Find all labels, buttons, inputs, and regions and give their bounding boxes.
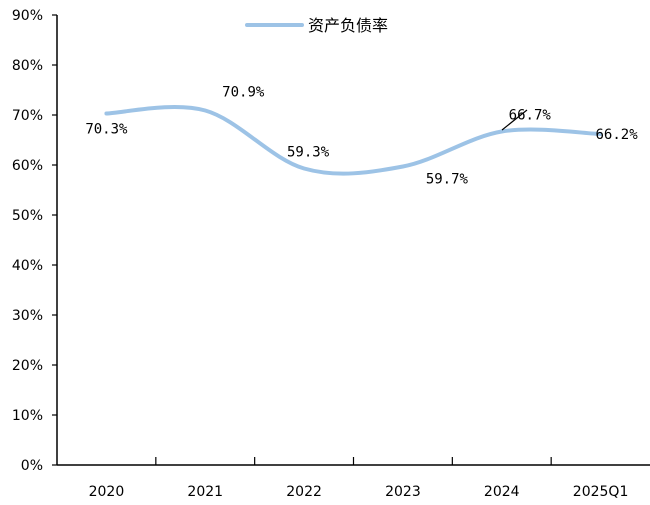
y-tick-label: 20% bbox=[12, 358, 43, 374]
y-tick-label: 40% bbox=[12, 258, 43, 274]
y-tick-label: 30% bbox=[12, 308, 43, 324]
x-tick-label: 2025Q1 bbox=[573, 484, 629, 500]
legend: 资产负债率 bbox=[245, 16, 388, 35]
y-tick-label: 70% bbox=[12, 108, 43, 124]
x-ticks: 2020 2021 2022 2023 2024 2025Q1 bbox=[89, 457, 629, 500]
y-tick-label: 80% bbox=[12, 58, 43, 74]
data-label: 59.3% bbox=[287, 145, 330, 161]
data-label: 59.7% bbox=[426, 172, 469, 188]
data-label: 70.3% bbox=[85, 122, 128, 138]
data-label: 66.2% bbox=[596, 127, 639, 143]
data-label: 66.7% bbox=[509, 108, 552, 124]
series-line bbox=[104, 104, 603, 176]
leader-line bbox=[501, 109, 528, 131]
axes bbox=[56, 15, 650, 466]
y-tick-label: 10% bbox=[12, 408, 43, 424]
y-ticks: 0% 10% 20% 30% 40% 50% 60% 70% 80% 90% bbox=[12, 8, 57, 474]
y-tick-label: 60% bbox=[12, 158, 43, 174]
x-tick-label: 2023 bbox=[385, 484, 421, 500]
x-tick-label: 2024 bbox=[484, 484, 520, 500]
x-tick-label: 2020 bbox=[89, 484, 125, 500]
x-tick-label: 2021 bbox=[187, 484, 223, 500]
legend-label: 资产负债率 bbox=[308, 16, 388, 35]
x-tick-label: 2022 bbox=[286, 484, 322, 500]
y-tick-label: 50% bbox=[12, 208, 43, 224]
y-tick-label: 90% bbox=[12, 8, 43, 24]
data-labels: 70.3% 70.9% 59.3% 59.7% 66.7% 66.2% bbox=[85, 85, 638, 188]
y-tick-label: 0% bbox=[21, 458, 43, 474]
data-label: 70.9% bbox=[222, 85, 265, 101]
